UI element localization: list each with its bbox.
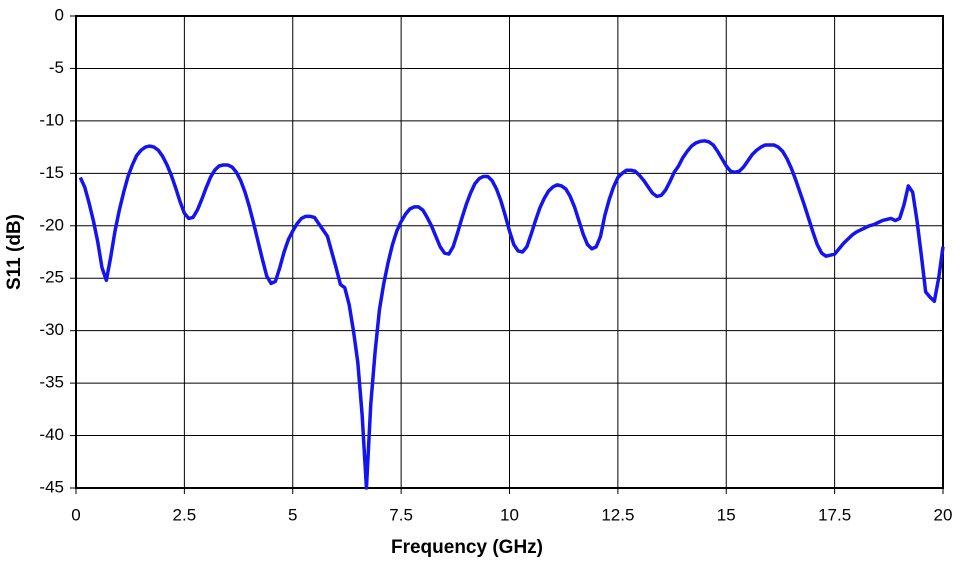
y-tick-label: -40 <box>39 425 64 444</box>
x-tick-label: 12.5 <box>601 505 634 524</box>
y-tick-label: -15 <box>39 163 64 182</box>
y-axis-title: S11 (dB) <box>4 214 25 290</box>
y-tick-label: -45 <box>39 477 64 496</box>
x-tick-label: 20 <box>934 505 953 524</box>
y-tick-label: -30 <box>39 320 64 339</box>
y-tick-label: -25 <box>39 268 64 287</box>
y-tick-label: -35 <box>39 373 64 392</box>
x-tick-label: 7.5 <box>389 505 413 524</box>
x-tick-label: 17.5 <box>818 505 851 524</box>
x-tick-label: 2.5 <box>173 505 197 524</box>
y-tick-label: -20 <box>39 215 64 234</box>
x-tick-label: 15 <box>717 505 736 524</box>
y-tick-label: 0 <box>55 5 64 24</box>
y-tick-label: -10 <box>39 110 64 129</box>
y-tick-label: -5 <box>49 58 64 77</box>
x-tick-label: 10 <box>500 505 519 524</box>
x-tick-label: 0 <box>71 505 80 524</box>
data-line <box>78 139 945 490</box>
x-axis-title: Frequency (GHz) <box>391 537 543 558</box>
x-tick-label: 5 <box>288 505 297 524</box>
